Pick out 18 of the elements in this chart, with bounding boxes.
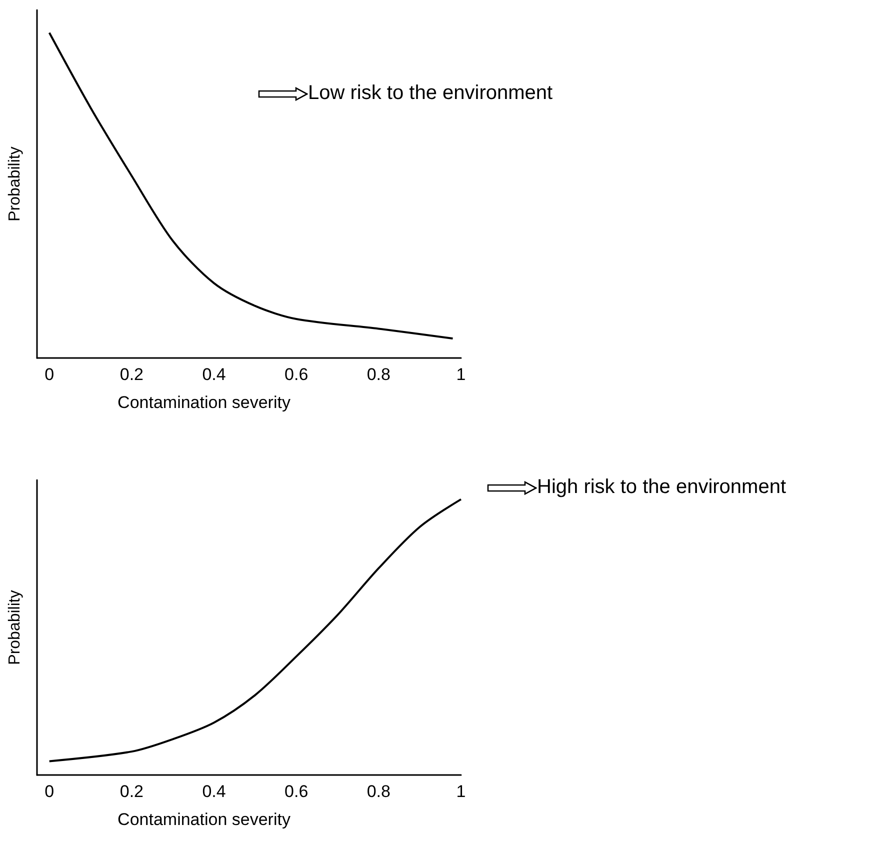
x-tick-label: 0.6 (284, 365, 308, 384)
y-axis-title: Probability (6, 146, 24, 222)
x-tick-label: 0 (44, 365, 54, 384)
y-axis-title: Probability (6, 590, 24, 665)
annotation: Low risk to the environment (308, 82, 553, 105)
x-tick-label: 0.4 (202, 782, 226, 801)
x-tick-label: 0 (44, 782, 54, 801)
x-tick-label: 0.8 (366, 365, 390, 384)
x-tick-label: 0.8 (366, 782, 390, 801)
x-axis-title: Contamination severity (118, 393, 291, 412)
text: High risk to the environment (537, 476, 786, 499)
x-tick-label: 0.4 (202, 365, 226, 384)
x-tick-label: 0.2 (120, 782, 144, 801)
x-tick-label: 0.6 (284, 782, 308, 801)
x-tick-label: 0.2 (120, 365, 144, 384)
x-tick-label: 1 (456, 365, 466, 384)
x-axis-title: Contamination severity (118, 810, 291, 829)
x-tick-label: 1 (456, 782, 466, 801)
